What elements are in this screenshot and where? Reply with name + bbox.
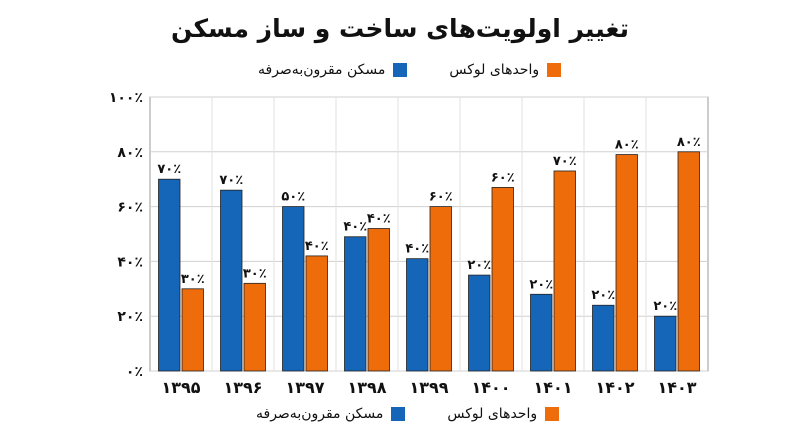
legend-item-luxury: واحدهای لوکس [449, 62, 562, 78]
x-tick-label: ۱۳۹۵ [161, 378, 200, 397]
bar-affordable [344, 236, 367, 372]
y-tick-label: ۸۰٪ [117, 145, 143, 161]
bar-affordable [406, 258, 429, 372]
bar-luxury [677, 151, 700, 372]
legend-label-luxury: واحدهای لوکس [449, 62, 540, 78]
y-tick-label: ۱۰۰٪ [109, 90, 143, 106]
bar-affordable [530, 293, 553, 372]
legend-item-luxury-bottom: واحدهای لوکس [447, 406, 560, 422]
bar-affordable [654, 315, 677, 372]
data-label-affordable: ۲۰٪ [653, 299, 677, 314]
legend-label-affordable-bottom: مسکن مقرون‌به‌صرفه [256, 406, 384, 422]
x-tick-label: ۱۴۰۰ [471, 378, 510, 397]
bar-luxury [429, 206, 452, 372]
x-tick-label: ۱۳۹۸ [347, 378, 386, 397]
legend-item-affordable: مسکن مقرون‌به‌صرفه [258, 62, 408, 78]
data-label-affordable: ۷۰٪ [219, 173, 243, 188]
bar-affordable [282, 206, 305, 372]
data-label-luxury: ۸۰٪ [615, 138, 639, 153]
data-label-luxury: ۶۰٪ [429, 190, 453, 205]
legend-label-luxury-bottom: واحدهای لوکس [447, 406, 538, 422]
x-tick-label: ۱۳۹۷ [285, 378, 324, 397]
legend-swatch-affordable-bottom [391, 407, 406, 421]
legend-swatch-affordable [393, 63, 408, 77]
data-label-luxury: ۴۰٪ [367, 212, 391, 227]
legend-label-affordable: مسکن مقرون‌به‌صرفه [258, 62, 386, 78]
legend-swatch-luxury-bottom [545, 407, 560, 421]
legend-top: مسکن مقرون‌به‌صرفه واحدهای لوکس [258, 62, 562, 78]
bar-luxury [305, 255, 328, 372]
data-label-luxury: ۸۰٪ [677, 135, 701, 150]
data-label-affordable: ۷۰٪ [157, 162, 181, 177]
data-label-luxury: ۳۰٪ [181, 272, 205, 287]
chart-title: تغییر اولویت‌های ساخت و ساز مسکن [171, 14, 629, 43]
legend-swatch-luxury [547, 63, 562, 77]
y-tick-label: ۲۰٪ [117, 309, 143, 325]
legend-bottom: مسکن مقرون‌به‌صرفه واحدهای لوکس [256, 406, 560, 422]
bar-luxury [553, 170, 576, 372]
x-tick-label: ۱۴۰۱ [533, 378, 572, 397]
bar-luxury [367, 228, 390, 372]
bar-luxury [243, 282, 266, 372]
bar-affordable [592, 304, 615, 372]
bar-luxury [615, 154, 638, 372]
legend-item-affordable-bottom: مسکن مقرون‌به‌صرفه [256, 406, 406, 422]
data-label-affordable: ۵۰٪ [281, 190, 305, 205]
y-tick-label: ۰٪ [126, 364, 143, 380]
data-label-affordable: ۲۰٪ [467, 258, 491, 273]
bar-luxury [491, 187, 514, 372]
data-label-luxury: ۳۰٪ [243, 266, 267, 281]
data-label-luxury: ۷۰٪ [553, 154, 577, 169]
y-tick-label: ۴۰٪ [117, 254, 143, 270]
bar-affordable [158, 178, 181, 372]
data-label-affordable: ۴۰٪ [343, 220, 367, 235]
data-label-affordable: ۲۰٪ [591, 288, 615, 303]
bar-affordable [468, 274, 491, 372]
y-tick-label: ۶۰٪ [117, 200, 143, 216]
data-label-affordable: ۴۰٪ [405, 242, 429, 257]
bar-affordable [220, 189, 243, 372]
data-label-affordable: ۲۰٪ [529, 277, 553, 292]
data-label-luxury: ۶۰٪ [491, 170, 515, 185]
data-label-luxury: ۴۰٪ [305, 239, 329, 254]
x-tick-label: ۱۴۰۲ [595, 378, 634, 397]
x-tick-label: ۱۴۰۳ [657, 378, 696, 397]
x-tick-label: ۱۳۹۶ [223, 378, 262, 397]
bar-luxury [181, 288, 204, 372]
x-tick-label: ۱۳۹۹ [409, 378, 448, 397]
